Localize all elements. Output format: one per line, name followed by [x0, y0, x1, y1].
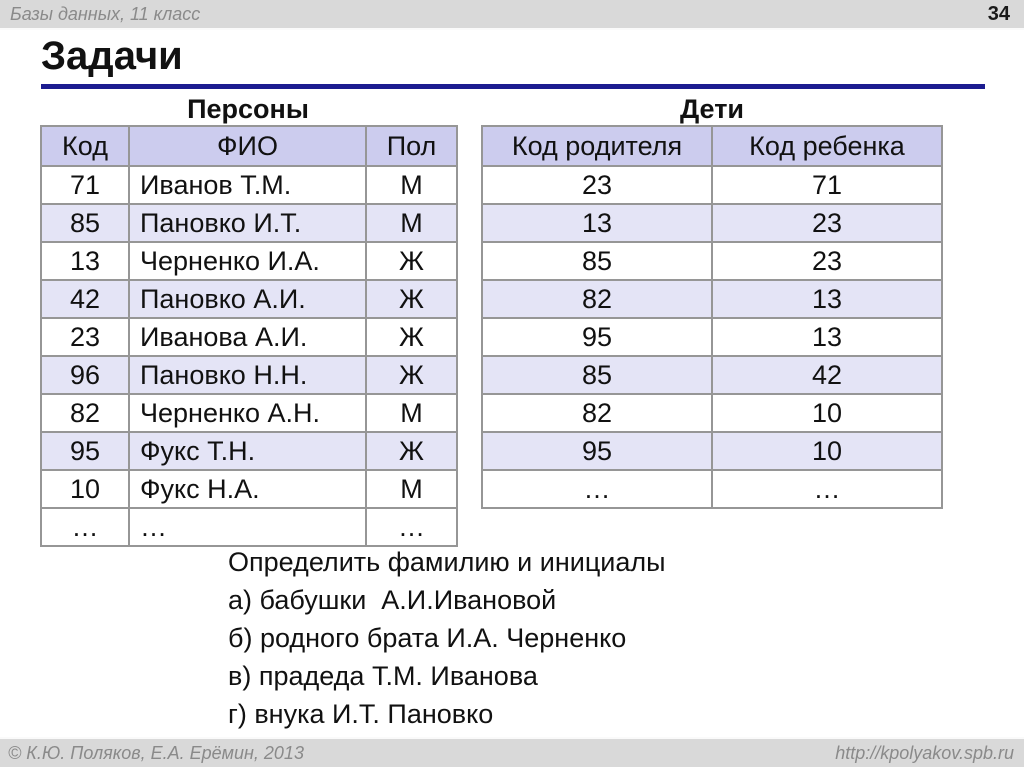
table-cell: 82	[40, 393, 130, 433]
table-row: 82 13	[481, 279, 943, 319]
children-table: Код родителя Код ребенка 23 71 13 23 85 23 82 13 9…	[481, 125, 943, 509]
column-header: Код ребенка	[711, 125, 943, 167]
table-cell: Ж	[365, 279, 458, 319]
table-cell: Ж	[365, 355, 458, 395]
table-cell: 95	[481, 431, 713, 471]
table-cell: …	[481, 469, 713, 509]
table-cell: 23	[711, 241, 943, 281]
course-label: Базы данных, 11 класс	[10, 4, 201, 24]
table-cell: …	[128, 507, 367, 547]
table-cell: 82	[481, 279, 713, 319]
page-title: Задачи	[41, 34, 183, 78]
children-table-title: Дети	[679, 94, 745, 124]
table-row: 95 Фукс Т.Н. Ж	[40, 431, 458, 471]
table-cell: Черненко А.Н.	[128, 393, 367, 433]
table-cell: 71	[711, 165, 943, 205]
table-row: 13 Черненко И.А. Ж	[40, 241, 458, 281]
table-cell: 13	[40, 241, 130, 281]
footer-bar: © К.Ю. Поляков, Е.А. Ерёмин, 2013 http:/…	[0, 737, 1024, 767]
table-cell: Пановко А.И.	[128, 279, 367, 319]
table-cell: Пановко И.Т.	[128, 203, 367, 243]
table-cell: Фукс Н.А.	[128, 469, 367, 509]
task-intro: Определить фамилию и инициалы	[228, 547, 666, 577]
top-bar: Базы данных, 11 класс 34	[0, 0, 1024, 30]
table-cell: …	[365, 507, 458, 547]
table-cell: 95	[40, 431, 130, 471]
task-block: Определить фамилию и инициалы а) бабушки…	[228, 543, 666, 733]
table-header-row: Код родителя Код ребенка	[481, 125, 943, 167]
table-cell: 95	[481, 317, 713, 357]
table-cell: 10	[711, 393, 943, 433]
site-url: http://kpolyakov.spb.ru	[835, 743, 1014, 763]
page-number: 34	[987, 3, 1010, 25]
table-row: 85 23	[481, 241, 943, 281]
table-cell: 96	[40, 355, 130, 395]
table-row: ……	[481, 469, 943, 509]
table-row: 95 10	[481, 431, 943, 471]
table-cell: Пановко Н.Н.	[128, 355, 367, 395]
persons-table-title: Персоны	[187, 94, 309, 124]
task-item: в) прадеда Т.М. Иванова	[228, 661, 538, 691]
table-cell: …	[40, 507, 130, 547]
table-cell: Ж	[365, 317, 458, 357]
table-cell: 42	[711, 355, 943, 395]
table-header-row: Код ФИО Пол	[40, 125, 458, 167]
title-underline	[41, 84, 985, 89]
table-cell: М	[365, 165, 458, 205]
table-cell: 10	[711, 431, 943, 471]
table-cell: Ж	[365, 431, 458, 471]
table-cell: М	[365, 469, 458, 509]
table-cell: Иванова А.И.	[128, 317, 367, 357]
table-cell: 13	[711, 317, 943, 357]
table-row: 85 42	[481, 355, 943, 395]
column-header: Код	[40, 125, 130, 167]
column-header: Пол	[365, 125, 458, 167]
table-row: 13 23	[481, 203, 943, 243]
column-header: Код родителя	[481, 125, 713, 167]
table-cell: Фукс Т.Н.	[128, 431, 367, 471]
table-cell: …	[711, 469, 943, 509]
table-row: ………	[40, 507, 458, 547]
table-cell: Черненко И.А.	[128, 241, 367, 281]
table-cell: 71	[40, 165, 130, 205]
task-item: б) родного брата И.А. Черненко	[228, 623, 627, 653]
task-items: а) бабушки А.И.Ивановой б) родного брата …	[228, 581, 666, 733]
task-item: а) бабушки А.И.Ивановой	[228, 585, 557, 615]
table-cell: 23	[481, 165, 713, 205]
table-cell: 85	[40, 203, 130, 243]
table-cell: Ж	[365, 241, 458, 281]
table-cell: 85	[481, 241, 713, 281]
table-cell: 85	[481, 355, 713, 395]
table-cell: 13	[711, 279, 943, 319]
table-row: 96 Пановко Н.Н. Ж	[40, 355, 458, 395]
table-cell: 23	[711, 203, 943, 243]
table-row: 23 Иванова А.И. Ж	[40, 317, 458, 357]
table-row: 23 71	[481, 165, 943, 205]
children-table-block: Дети Код родителя Код ребенка 23 71 13 23 85 23…	[481, 95, 943, 509]
table-cell: 13	[481, 203, 713, 243]
table-row: 42 Пановко А.И. Ж	[40, 279, 458, 319]
copyright-label: © К.Ю. Поляков, Е.А. Ерёмин, 2013	[8, 743, 304, 763]
table-row: 95 13	[481, 317, 943, 357]
table-cell: М	[365, 203, 458, 243]
persons-table: Код ФИО Пол 71 Иванов Т.М. М 85 Пановко И.Т. М 13…	[40, 125, 458, 547]
persons-table-block: Персоны Код ФИО Пол 71 Иванов Т.М. М 85 Пановко…	[40, 94, 458, 547]
table-row: 82 Черненко А.Н. М	[40, 393, 458, 433]
table-cell: 42	[40, 279, 130, 319]
column-header: ФИО	[128, 125, 367, 167]
table-row: 10 Фукс Н.А. М	[40, 469, 458, 509]
table-row: 71 Иванов Т.М. М	[40, 165, 458, 205]
table-cell: М	[365, 393, 458, 433]
table-cell: 10	[40, 469, 130, 509]
table-row: 82 10	[481, 393, 943, 433]
table-cell: 82	[481, 393, 713, 433]
table-cell: Иванов Т.М.	[128, 165, 367, 205]
table-cell: 23	[40, 317, 130, 357]
table-row: 85 Пановко И.Т. М	[40, 203, 458, 243]
task-item: г) внука И.Т. Пановко	[228, 699, 494, 729]
